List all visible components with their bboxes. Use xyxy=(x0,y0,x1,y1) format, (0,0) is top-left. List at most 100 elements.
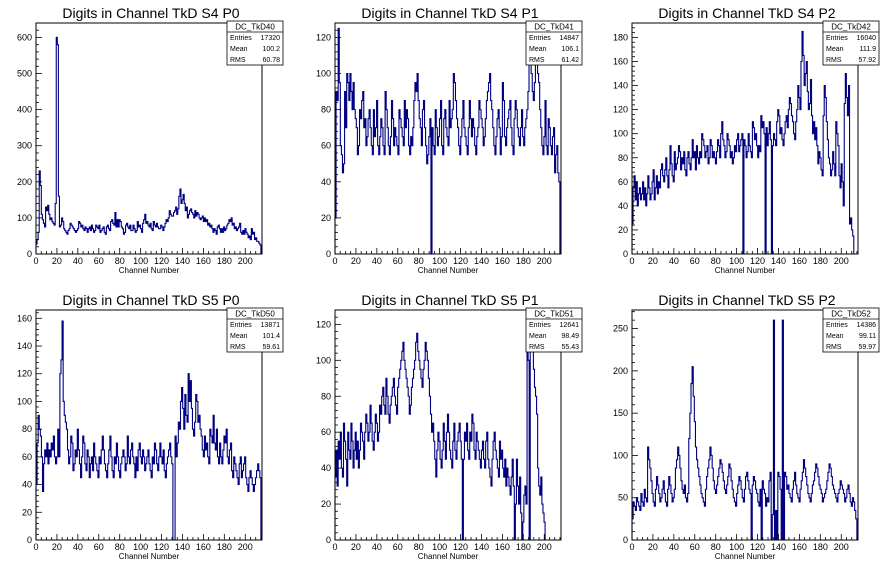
y-tick-label: 20 xyxy=(321,213,331,223)
chart-title: Digits in Channel TkD S5 P1 xyxy=(361,292,538,308)
y-tick-label: 200 xyxy=(613,366,628,376)
x-tick-label: 0 xyxy=(629,256,634,266)
x-tick-label: 140 xyxy=(771,256,786,266)
stats-box-frame xyxy=(822,20,880,66)
x-tick-label: 160 xyxy=(196,542,211,552)
x-tick-label: 40 xyxy=(372,256,382,266)
y-tick-label: 200 xyxy=(17,177,32,187)
stats-row-value: 14847 xyxy=(560,35,580,42)
x-tick-label: 80 xyxy=(115,256,125,266)
y-tick-label: 100 xyxy=(17,396,32,406)
y-tick-label: 120 xyxy=(316,32,331,42)
x-tick-label: 20 xyxy=(648,542,658,552)
x-tick-label: 120 xyxy=(750,542,765,552)
y-tick-label: 140 xyxy=(17,341,32,351)
stats-row-value: 101.4 xyxy=(262,333,280,340)
stats-box-frame xyxy=(226,307,284,353)
x-tick-label: 180 xyxy=(217,542,232,552)
x-tick-label: 0 xyxy=(332,256,337,266)
stats-row-value: 17320 xyxy=(261,35,281,42)
x-tick-label: 40 xyxy=(669,256,679,266)
x-tick-label: 80 xyxy=(414,542,424,552)
y-tick-label: 40 xyxy=(22,480,32,490)
stats-box: DC_TkD51 Entries 12641 Mean 98.49 RMS 55.43 xyxy=(525,307,583,353)
x-tick-label: 20 xyxy=(351,542,361,552)
stats-row-value: 59.97 xyxy=(858,344,876,351)
x-tick-label: 120 xyxy=(750,256,765,266)
x-axis-label: Channel Number xyxy=(715,266,776,275)
stats-box: DC_TkD52 Entries 14386 Mean 99.11 RMS 59.97 xyxy=(822,307,880,353)
x-tick-label: 160 xyxy=(196,256,211,266)
chart-title: Digits in Channel TkD S4 P0 xyxy=(62,5,239,21)
stats-row-value: 98.49 xyxy=(561,333,579,340)
y-tick-label: 80 xyxy=(22,424,32,434)
y-tick-label: 600 xyxy=(17,32,32,42)
x-tick-label: 180 xyxy=(217,256,232,266)
x-tick-label: 200 xyxy=(537,256,552,266)
histogram-series-line xyxy=(631,30,858,255)
stats-row-value: 55.43 xyxy=(561,344,579,351)
y-tick-label: 120 xyxy=(316,319,331,329)
x-tick-label: 140 xyxy=(175,542,190,552)
x-tick-label: 180 xyxy=(813,542,828,552)
x-tick-label: 20 xyxy=(52,256,62,266)
x-tick-label: 100 xyxy=(133,542,148,552)
stats-row-label: Mean xyxy=(230,46,248,53)
stats-row-value: 60.78 xyxy=(262,57,280,64)
chart-title: Digits in Channel TkD S5 P2 xyxy=(658,292,835,308)
y-tick-label: 50 xyxy=(618,493,628,503)
stats-box-name: DC_TkD40 xyxy=(235,23,275,32)
x-tick-label: 200 xyxy=(834,542,849,552)
x-tick-label: 40 xyxy=(73,542,83,552)
x-tick-label: 100 xyxy=(432,256,447,266)
y-tick-label: 150 xyxy=(613,408,628,418)
histogram-series-line xyxy=(631,319,858,541)
y-tick-label: 0 xyxy=(326,535,331,545)
histogram-panel: Digits in Channel TkD S5 P0 0 20 40 60 80 100 1… xyxy=(17,292,284,561)
y-tick-label: 80 xyxy=(618,153,628,163)
stats-row-label: Mean xyxy=(826,333,844,340)
x-tick-label: 160 xyxy=(792,256,807,266)
y-tick-label: 400 xyxy=(17,105,32,115)
y-tick-label: 500 xyxy=(17,69,32,79)
stats-box-frame xyxy=(822,307,880,353)
stats-row-label: Entries xyxy=(826,35,848,42)
stats-row-label: Mean xyxy=(529,333,547,340)
x-tick-label: 40 xyxy=(73,256,83,266)
x-tick-label: 160 xyxy=(792,542,807,552)
stats-row-label: RMS xyxy=(529,344,545,351)
stats-row-label: RMS xyxy=(826,57,842,64)
stats-box-name: DC_TkD50 xyxy=(235,310,275,319)
x-tick-label: 200 xyxy=(537,542,552,552)
stats-row-label: Entries xyxy=(230,322,252,329)
x-tick-label: 20 xyxy=(648,256,658,266)
stats-row-label: Mean xyxy=(230,333,248,340)
y-tick-label: 40 xyxy=(321,463,331,473)
stats-row-label: Entries xyxy=(529,322,551,329)
histogram-series-line xyxy=(334,323,561,541)
stats-box-frame xyxy=(525,307,583,353)
x-tick-label: 200 xyxy=(238,256,253,266)
y-tick-label: 140 xyxy=(613,81,628,91)
y-tick-label: 160 xyxy=(17,313,32,323)
x-tick-label: 0 xyxy=(332,542,337,552)
x-tick-label: 160 xyxy=(495,542,510,552)
stats-box-frame xyxy=(525,20,583,66)
y-tick-label: 180 xyxy=(613,32,628,42)
x-axis-label: Channel Number xyxy=(418,266,479,275)
x-axis-label: Channel Number xyxy=(715,552,776,561)
y-tick-label: 40 xyxy=(618,201,628,211)
x-tick-label: 120 xyxy=(453,542,468,552)
stats-row-label: RMS xyxy=(826,344,842,351)
histogram-panel: Digits in Channel TkD S5 P2 0 20 40 60 80 100 1… xyxy=(613,292,880,561)
histogram-panel: Digits in Channel TkD S4 P1 0 20 40 60 80 100 1… xyxy=(316,5,583,275)
x-tick-label: 60 xyxy=(690,256,700,266)
x-tick-label: 0 xyxy=(629,542,634,552)
x-tick-label: 200 xyxy=(834,256,849,266)
x-tick-label: 60 xyxy=(94,256,104,266)
x-axis-label: Channel Number xyxy=(418,552,479,561)
stats-row-value: 59.61 xyxy=(262,344,280,351)
stats-row-value: 61.42 xyxy=(561,57,579,64)
stats-box-name: DC_TkD42 xyxy=(831,23,871,32)
stats-row-value: 106.1 xyxy=(561,46,579,53)
